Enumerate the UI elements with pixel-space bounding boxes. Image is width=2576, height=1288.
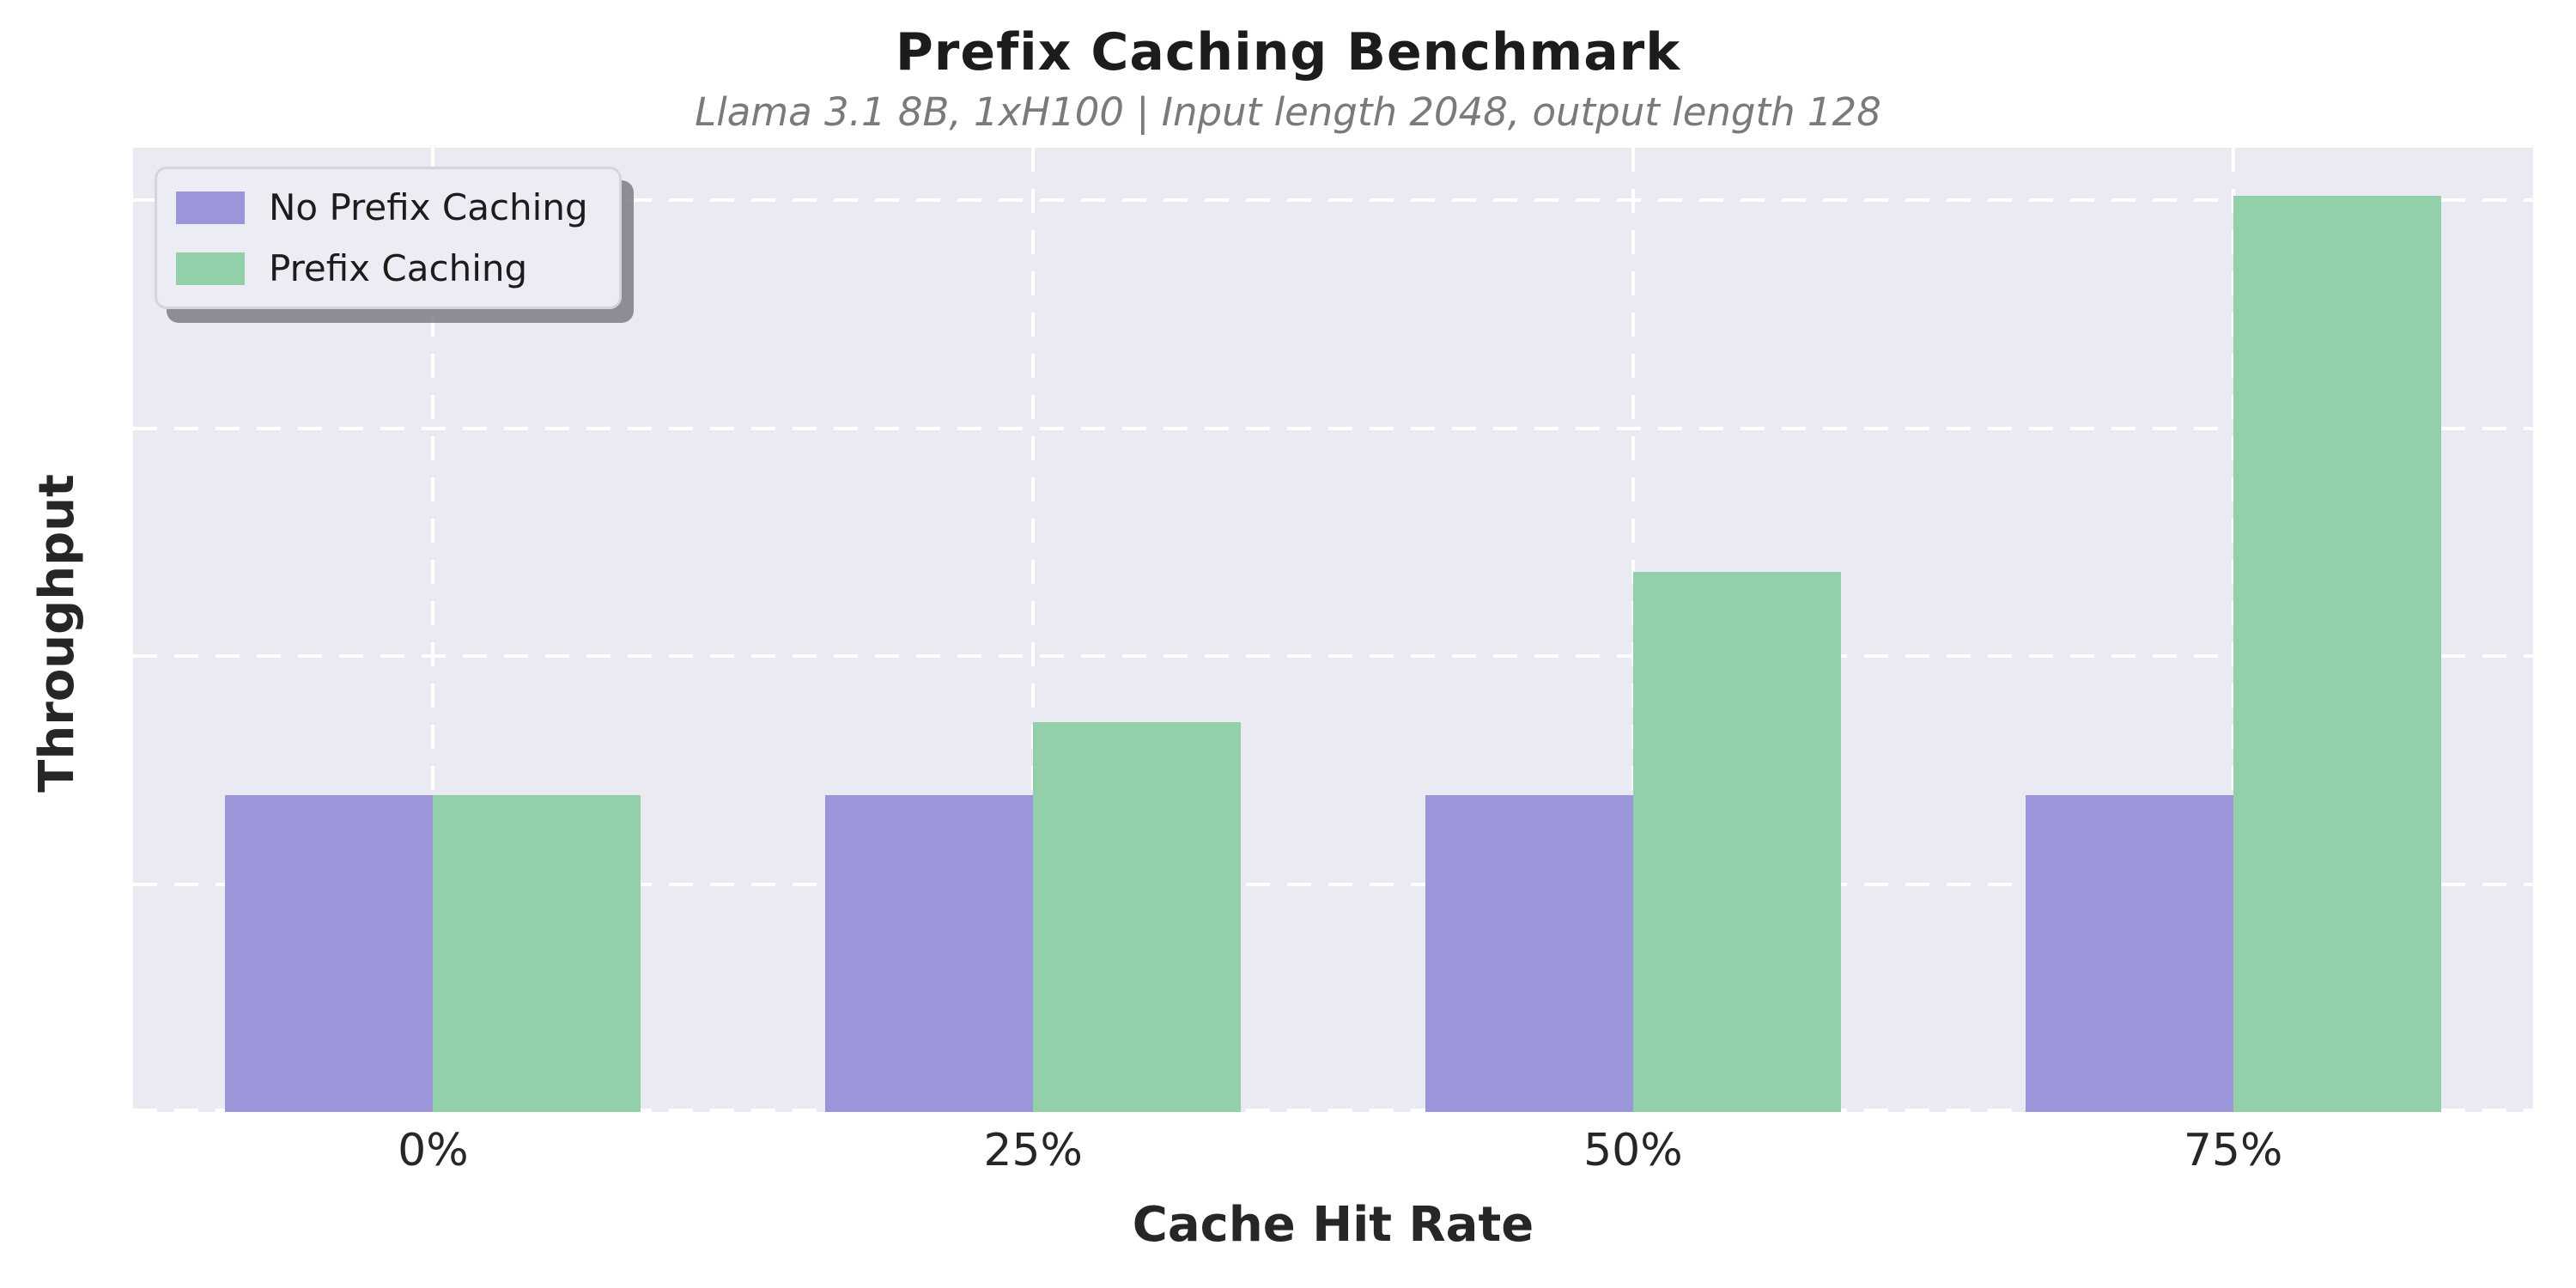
x-gridline [1031,148,1036,1112]
bar-prefix-caching-50% [1632,571,1841,1112]
bar-no-prefix-caching-0% [225,794,434,1112]
legend: No Prefix Caching Prefix Caching [155,167,622,309]
x-tick-label-25%: 25% [983,1125,1083,1176]
legend-label: Prefix Caching [269,247,528,289]
bar-prefix-caching-75% [2233,195,2441,1112]
legend-item-prefix-caching: Prefix Caching [176,247,588,289]
x-gridline [431,148,435,1112]
y-gridline [133,198,2533,203]
bar-no-prefix-caching-75% [2025,794,2233,1112]
legend-label: No Prefix Caching [269,186,588,228]
bar-prefix-caching-0% [433,794,641,1112]
bar-no-prefix-caching-50% [1425,794,1633,1112]
x-tick-label-0%: 0% [398,1125,469,1176]
y-gridline [133,426,2533,430]
legend-swatch-prefix-caching-icon [176,252,245,285]
chart-title: Prefix Caching Benchmark [895,22,1681,82]
chart-subtitle: Llama 3.1 8B, 1xH100 | Input length 2048… [695,89,1881,135]
legend-swatch-no-prefix-caching-icon [176,191,245,224]
y-gridline [133,882,2533,886]
legend-item-no-prefix-caching: No Prefix Caching [176,186,588,228]
y-axis-label: Throughput [29,474,85,793]
plot-area [133,148,2533,1112]
x-axis-label: Cache Hit Rate [1132,1197,1534,1253]
bar-prefix-caching-25% [1033,722,1242,1112]
y-gridline [133,654,2533,659]
y-gridline [133,1109,2533,1112]
bar-no-prefix-caching-25% [825,794,1034,1112]
x-tick-label-50%: 50% [1583,1125,1683,1176]
x-tick-label-75%: 75% [2183,1125,2283,1176]
